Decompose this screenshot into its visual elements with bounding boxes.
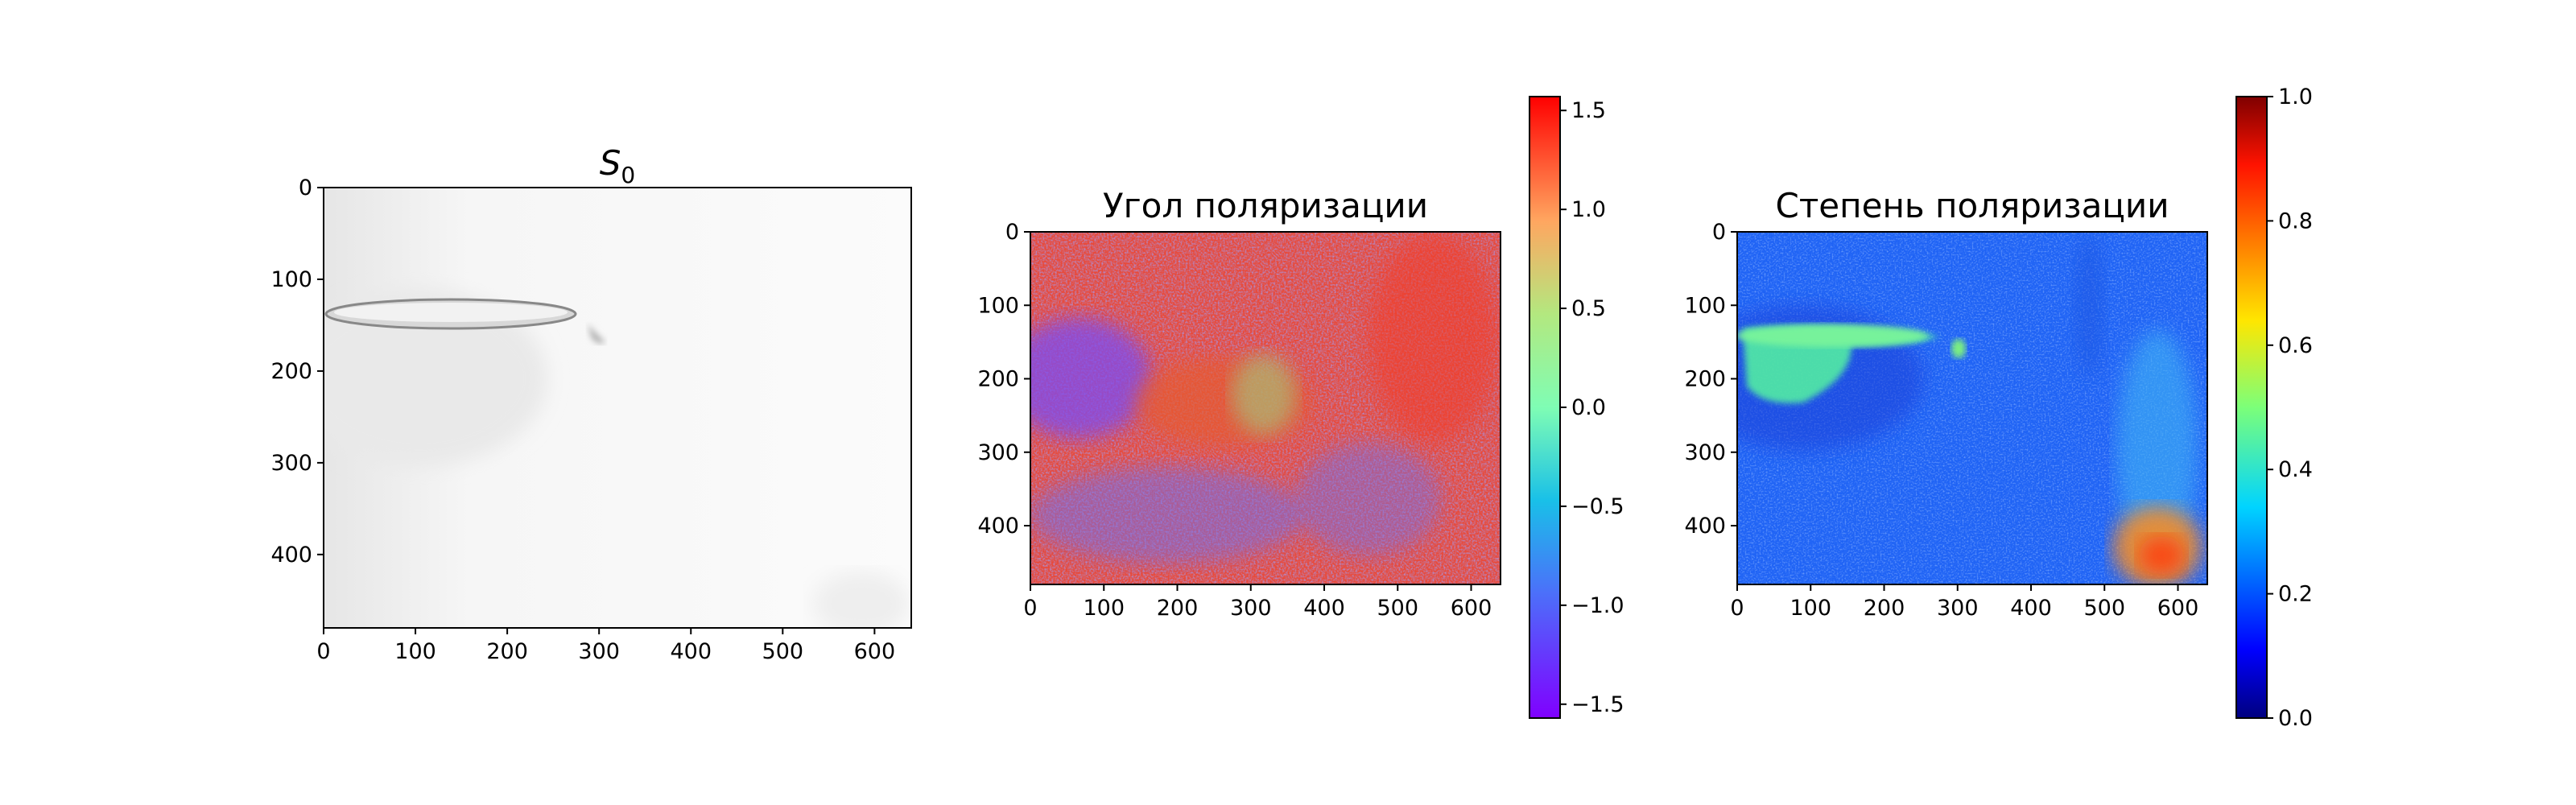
angle-image xyxy=(1030,232,1501,584)
y-tick-label: 100 xyxy=(1684,293,1726,318)
colorbar-tick-label: −0.5 xyxy=(1571,494,1624,519)
x-tick-label: 400 xyxy=(670,639,712,664)
y-tick-label: 100 xyxy=(977,293,1019,318)
y-tick-label: 100 xyxy=(270,267,312,292)
colorbar-tick-label: 1.0 xyxy=(1571,197,1606,222)
colorbar-tick-label: 1.5 xyxy=(1571,98,1606,123)
x-tick-label: 300 xyxy=(1937,596,1979,621)
degree-image xyxy=(1737,232,2207,584)
y-tick-label: 0 xyxy=(1712,220,1726,245)
x-tick-label: 200 xyxy=(486,639,528,664)
panel-degree: Степень поляризации 0 100 200 300 400 500 6000… xyxy=(1684,85,2313,731)
s0-image xyxy=(324,188,911,628)
angle-axes: 0 100 200 300 400 500 600 0 100 200 300 400 xyxy=(977,220,1492,621)
s0-axes: 0 100 200 300 400 500 600 0 100 200 300 400 xyxy=(270,175,895,664)
y-tick-label: 300 xyxy=(270,451,312,476)
panel-s0: S0 0 100 200 300 400 500 600 0 100 200 300 400 xyxy=(270,143,912,664)
x-tick-label: 0 xyxy=(316,639,330,664)
colorbar-tick-label: −1.0 xyxy=(1571,593,1624,618)
y-tick-label: 300 xyxy=(977,440,1019,465)
x-tick-label: 500 xyxy=(1377,596,1418,621)
x-tick-label: 300 xyxy=(578,639,620,664)
angle-colorbar xyxy=(1529,96,1561,719)
colorbar-tick-label: −1.5 xyxy=(1571,692,1624,717)
colorbar-tick-label: 0.8 xyxy=(2278,208,2313,233)
x-tick-label: 0 xyxy=(1023,596,1037,621)
degree-frame xyxy=(1736,231,2208,585)
y-tick-label: 200 xyxy=(977,367,1019,392)
s0-frame xyxy=(323,187,912,629)
colorbar-tick-label: 0.2 xyxy=(2278,582,2313,607)
colorbar-tick-label: 0.6 xyxy=(2278,333,2313,358)
panel-angle: Угол поляризации 0 100 200 300 400 500 600 0 100… xyxy=(977,96,1624,719)
x-tick-label: 400 xyxy=(1303,596,1345,621)
x-tick-label: 500 xyxy=(2083,596,2125,621)
x-tick-label: 200 xyxy=(1864,596,1905,621)
degree-colorbar xyxy=(2235,96,2268,719)
colorbar-tick-label: 0.0 xyxy=(2278,706,2313,731)
x-tick-label: 100 xyxy=(1790,596,1831,621)
angle-frame xyxy=(1030,231,1501,585)
x-tick-label: 500 xyxy=(762,639,804,664)
y-tick-label: 0 xyxy=(1005,220,1019,245)
x-tick-label: 600 xyxy=(2157,596,2199,621)
angle-colorbar-ticks: 1.5 1.0 0.5 0.0 −0.5 −1.0 −1.5 xyxy=(1560,98,1624,717)
y-tick-label: 400 xyxy=(270,543,312,568)
y-tick-label: 0 xyxy=(299,175,312,200)
degree-axes: 0 100 200 300 400 500 600 0 100 200 300 400 xyxy=(1684,220,2198,621)
panel-s0-title: S0 xyxy=(600,143,636,188)
colorbar-tick-label: 0.5 xyxy=(1571,296,1606,321)
y-tick-label: 300 xyxy=(1684,440,1726,465)
x-tick-label: 200 xyxy=(1157,596,1199,621)
x-tick-label: 0 xyxy=(1730,596,1744,621)
x-tick-label: 100 xyxy=(1083,596,1125,621)
colorbar-tick-label: 0.4 xyxy=(2278,457,2313,482)
y-tick-label: 200 xyxy=(270,359,312,384)
x-tick-label: 300 xyxy=(1230,596,1272,621)
y-tick-label: 400 xyxy=(1684,514,1726,539)
panel-degree-title: Степень поляризации xyxy=(1776,186,2169,225)
x-tick-label: 600 xyxy=(854,639,896,664)
y-tick-label: 200 xyxy=(1684,367,1726,392)
x-tick-label: 600 xyxy=(1451,596,1492,621)
y-tick-label: 400 xyxy=(977,514,1019,539)
degree-colorbar-ticks: 1.0 0.8 0.6 0.4 0.2 0.0 xyxy=(2267,85,2313,731)
x-tick-label: 400 xyxy=(2010,596,2052,621)
colorbar-tick-label: 0.0 xyxy=(1571,395,1606,420)
x-tick-label: 100 xyxy=(394,639,436,664)
panel-angle-title: Угол поляризации xyxy=(1103,186,1428,225)
colorbar-tick-label: 1.0 xyxy=(2278,85,2313,109)
